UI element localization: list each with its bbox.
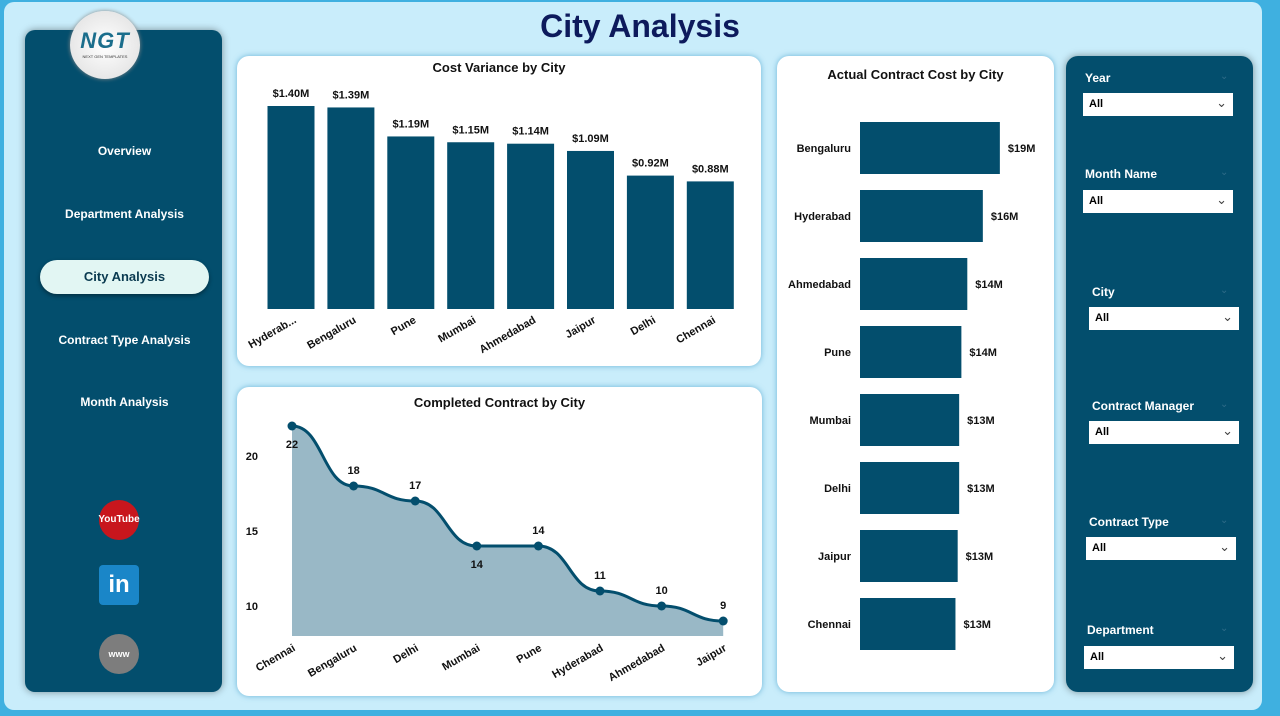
filter-city-dropdown[interactable]: All ⌄	[1089, 307, 1239, 330]
filter-contract-manager-dropdown[interactable]: All ⌄	[1089, 421, 1239, 444]
dropdown-value: All	[1090, 651, 1105, 663]
page-title: City Analysis	[540, 8, 740, 44]
filter-contract-type-label: Contract Type	[1089, 515, 1169, 529]
filter-city-label: City	[1092, 285, 1115, 299]
collapse-chevron-icon[interactable]: ⌄	[1220, 71, 1229, 82]
dropdown-value: All	[1089, 98, 1104, 110]
dropdown-value: All	[1089, 195, 1104, 207]
filter-department-label: Department	[1087, 623, 1154, 637]
chevron-down-icon: ⌄	[1216, 95, 1227, 110]
collapse-chevron-icon[interactable]: ⌄	[1220, 399, 1229, 410]
chevron-down-icon: ⌄	[1219, 539, 1230, 554]
chevron-down-icon: ⌄	[1222, 423, 1233, 438]
collapse-chevron-icon[interactable]: ⌄	[1220, 515, 1229, 526]
ngt-logo: NGT NEXT GEN TEMPLATES	[70, 11, 140, 79]
chevron-down-icon: ⌄	[1217, 648, 1228, 663]
dropdown-value: All	[1095, 312, 1110, 324]
nav-city-analysis[interactable]: City Analysis	[40, 260, 209, 294]
chevron-down-icon: ⌄	[1222, 309, 1233, 324]
filter-month-name-dropdown[interactable]: All ⌄	[1083, 190, 1233, 213]
nav-month-analysis[interactable]: Month Analysis	[80, 395, 169, 409]
globe-www-icon[interactable]: www	[99, 634, 139, 674]
filter-panel	[1066, 56, 1253, 692]
filter-contract-manager-label: Contract Manager	[1092, 399, 1195, 413]
chevron-down-icon: ⌄	[1216, 192, 1227, 207]
actual-contract-cost-card: Actual Contract Cost by City	[777, 56, 1054, 692]
completed-contract-card: Completed Contract by City	[237, 387, 762, 696]
dropdown-value: All	[1092, 542, 1107, 554]
collapse-chevron-icon[interactable]: ⌄	[1220, 623, 1229, 634]
youtube-icon[interactable]: YouTube	[98, 500, 140, 540]
filter-year-dropdown[interactable]: All ⌄	[1083, 93, 1233, 116]
filter-department-dropdown[interactable]: All ⌄	[1084, 646, 1234, 669]
collapse-chevron-icon[interactable]: ⌄	[1220, 167, 1229, 178]
nav-department-analysis[interactable]: Department Analysis	[65, 207, 184, 221]
dropdown-value: All	[1095, 426, 1110, 438]
chart-title: Completed Contract by City	[413, 395, 586, 410]
linkedin-icon[interactable]: in	[99, 565, 139, 605]
chart-title: Cost Variance by City	[432, 60, 566, 75]
cost-variance-card: Cost Variance by City	[237, 56, 761, 366]
nav-contract-type-analysis[interactable]: Contract Type Analysis	[58, 333, 191, 347]
chart-title: Actual Contract Cost by City	[827, 67, 1004, 82]
filter-contract-type-dropdown[interactable]: All ⌄	[1086, 537, 1236, 560]
filter-month-name-label: Month Name	[1085, 167, 1157, 181]
collapse-chevron-icon[interactable]: ⌄	[1220, 285, 1229, 296]
nav-overview[interactable]: Overview	[97, 144, 152, 158]
filter-year-label: Year	[1085, 71, 1111, 85]
